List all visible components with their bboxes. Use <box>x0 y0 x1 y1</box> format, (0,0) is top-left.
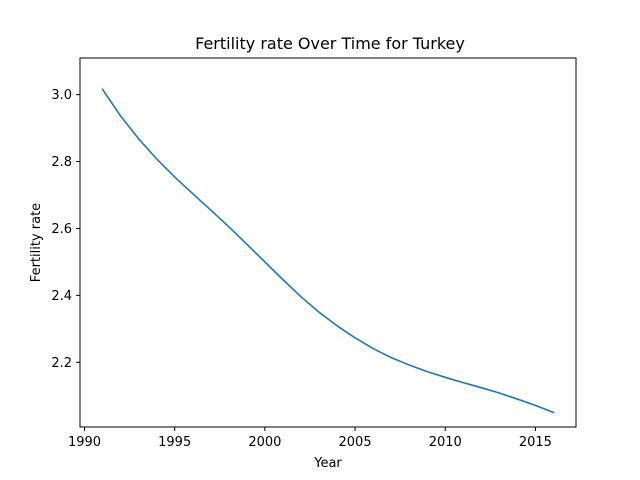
x-tick-label: 1995 <box>158 435 191 450</box>
chart-title: Fertility rate Over Time for Turkey <box>195 34 465 53</box>
x-tick-label: 1990 <box>68 435 101 450</box>
x-tick-label: 2005 <box>339 435 372 450</box>
y-tick-label: 2.2 <box>51 356 72 371</box>
y-tick-label: 2.8 <box>51 155 72 170</box>
y-tick-label: 2.6 <box>51 222 72 237</box>
y-tick-label: 2.4 <box>51 289 72 304</box>
y-axis-label: Fertility rate <box>29 203 44 282</box>
x-axis-label: Year <box>313 456 342 471</box>
series-line <box>101 88 555 414</box>
x-tick-label: 2015 <box>519 435 552 450</box>
x-tick-label: 2000 <box>248 435 281 450</box>
plot-frame <box>79 57 577 428</box>
y-tick-label: 3.0 <box>51 88 72 103</box>
x-tick-label: 2010 <box>429 435 462 450</box>
